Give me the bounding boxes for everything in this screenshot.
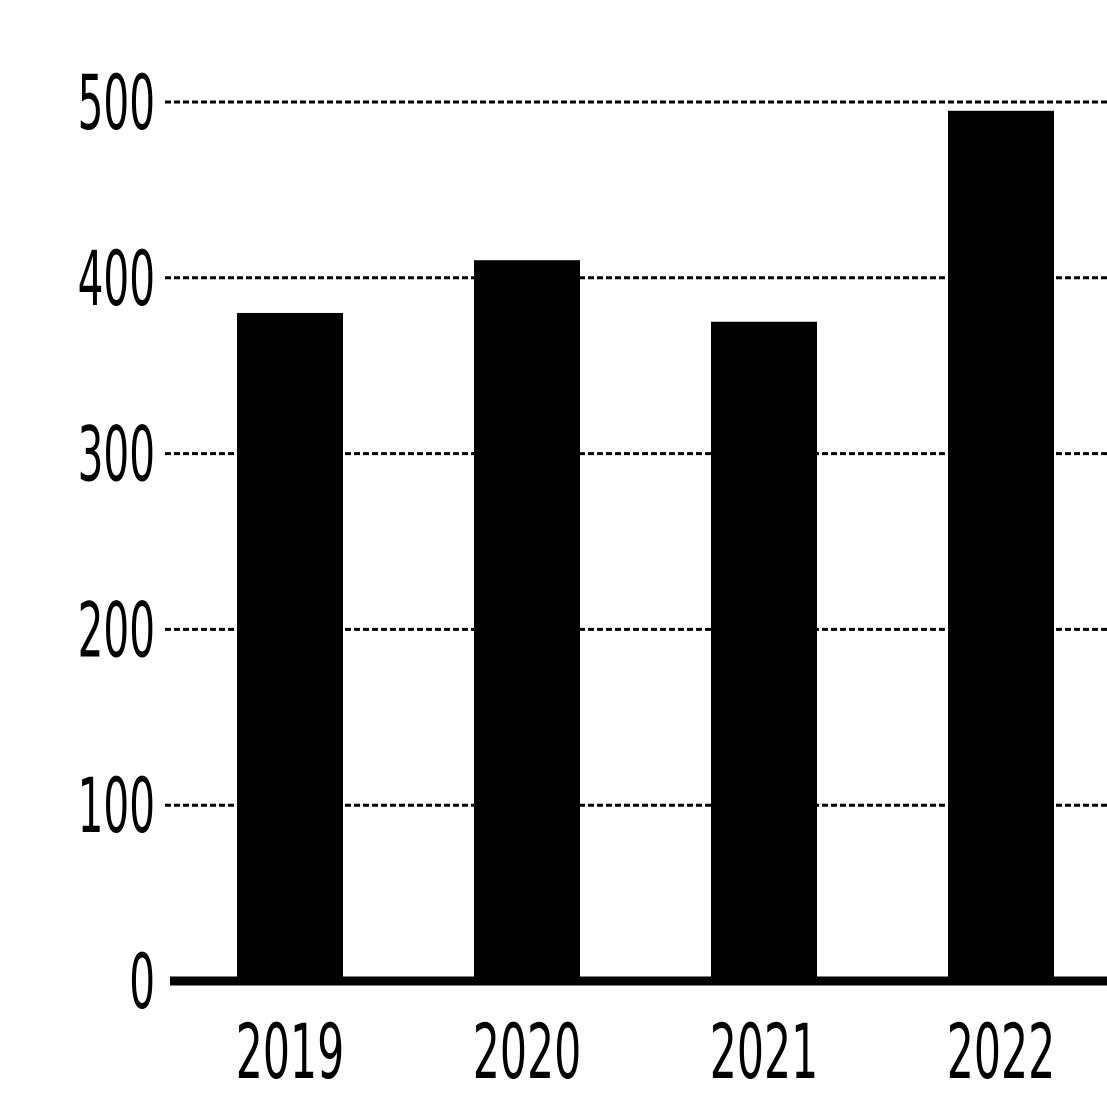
x-tick-label-2022: 2022 bbox=[947, 1009, 1056, 1094]
y-tick-label: 0 bbox=[129, 940, 155, 1027]
y-tick-label: 200 bbox=[78, 588, 155, 675]
y-tick-labels: 0 100 200 300 400 500 bbox=[78, 61, 155, 1027]
bar-2021 bbox=[711, 321, 817, 981]
bar-2019 bbox=[237, 312, 343, 982]
bars bbox=[237, 110, 1054, 982]
y-tick-label: 100 bbox=[78, 764, 155, 851]
bar-2020 bbox=[474, 260, 580, 982]
x-tick-label-2019: 2019 bbox=[236, 1009, 345, 1094]
bar-2022 bbox=[948, 110, 1054, 982]
y-tick-label: 300 bbox=[78, 412, 155, 499]
y-tick-label: 400 bbox=[78, 236, 155, 323]
y-tick-label: 500 bbox=[78, 61, 155, 148]
x-tick-label-2020: 2020 bbox=[473, 1009, 582, 1094]
x-tick-labels: 2019 2020 2021 2022 bbox=[236, 1009, 1056, 1094]
x-tick-label-2021: 2021 bbox=[710, 1009, 819, 1094]
